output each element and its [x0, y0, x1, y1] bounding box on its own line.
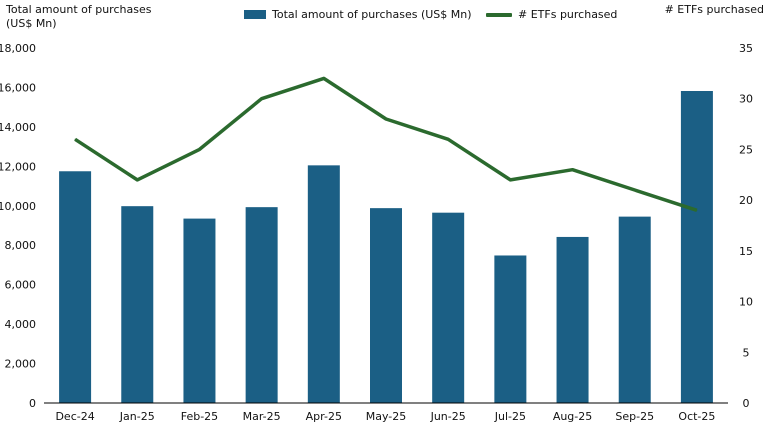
x-tick-label: Dec-24	[55, 410, 94, 423]
line-point-Jun-25	[447, 138, 449, 140]
line-point-Sep-25	[634, 189, 636, 191]
right-tick-label: 35	[739, 42, 753, 55]
bar-Jan-25	[121, 206, 154, 403]
legend-bar-swatch	[244, 10, 266, 19]
bar-Mar-25	[245, 207, 278, 403]
line-point-Dec-24	[74, 138, 76, 140]
x-tick-label: Feb-25	[181, 410, 218, 423]
right-tick-label: 5	[743, 346, 750, 359]
x-tick-label: May-25	[366, 410, 407, 423]
line-point-Apr-25	[323, 77, 325, 79]
left-tick-label: 4,000	[5, 318, 37, 331]
bar-Sep-25	[618, 216, 651, 403]
right-tick-label: 25	[739, 143, 753, 156]
line-point-Oct-25	[696, 209, 698, 211]
x-tick-label: Jun-25	[430, 410, 466, 423]
legend-line-label: # ETFs purchased	[518, 8, 618, 21]
line-point-Aug-25	[572, 169, 574, 171]
right-tick-label: 20	[739, 194, 753, 207]
left-tick-label: 10,000	[0, 200, 36, 213]
left-tick-label: 2,000	[5, 358, 37, 371]
left-axis-title-line-1: Total amount of purchases	[6, 3, 152, 16]
legend-bar-label: Total amount of purchases (US$ Mn)	[272, 8, 472, 21]
left-tick-label: 14,000	[0, 121, 36, 134]
axes: Dec-24 Jan-25 Feb-25 Mar-25 Apr-25 May-25 Jun-…	[0, 42, 753, 423]
x-tick-label: Mar-25	[243, 410, 281, 423]
x-tick-label: Oct-25	[678, 410, 715, 423]
bar-Feb-25	[183, 218, 216, 403]
bar-Dec-24	[59, 171, 92, 403]
bar-Apr-25	[307, 165, 340, 403]
bar-Aug-25	[556, 236, 589, 403]
left-axis-title-line-2: (US$ Mn)	[6, 17, 57, 30]
line-series	[74, 76, 698, 212]
etf-count-line	[74, 76, 698, 212]
x-tick-label: Apr-25	[306, 410, 342, 423]
right-tick-label: 10	[739, 296, 753, 309]
left-axis-title: Total amount of purchases (US$ Mn)	[6, 3, 151, 31]
x-tick-label: Sep-25	[615, 410, 654, 423]
line-point-Feb-25	[198, 148, 200, 150]
bar-Jun-25	[432, 212, 465, 403]
x-tick-label: Jul-25	[494, 410, 526, 423]
left-tick-label: 12,000	[0, 160, 36, 173]
legend-line-swatch	[486, 12, 512, 17]
left-tick-label: 0	[29, 397, 36, 410]
right-axis-title: # ETFs purchased	[664, 3, 764, 16]
bar-May-25	[370, 208, 402, 403]
right-tick-label: 30	[739, 93, 753, 106]
right-tick-label: 15	[739, 245, 753, 258]
bar-series	[59, 90, 713, 403]
legend-item-bars: Total amount of purchases (US$ Mn)	[244, 8, 472, 21]
line-point-May-25	[385, 118, 387, 120]
line-point-Jan-25	[136, 179, 138, 181]
x-tick-label: Aug-25	[553, 410, 592, 423]
left-tick-label: 8,000	[5, 239, 37, 252]
left-tick-label: 18,000	[0, 42, 36, 55]
bar-Jul-25	[494, 255, 527, 403]
line-point-Mar-25	[261, 98, 263, 100]
legend-item-line: # ETFs purchased	[486, 8, 617, 21]
left-tick-label: 6,000	[5, 279, 37, 292]
right-tick-label: 0	[743, 397, 750, 410]
x-tick-label: Jan-25	[119, 410, 155, 423]
bar-Oct-25	[680, 90, 713, 403]
left-tick-label: 16,000	[0, 81, 36, 94]
line-point-Jul-25	[509, 179, 511, 181]
